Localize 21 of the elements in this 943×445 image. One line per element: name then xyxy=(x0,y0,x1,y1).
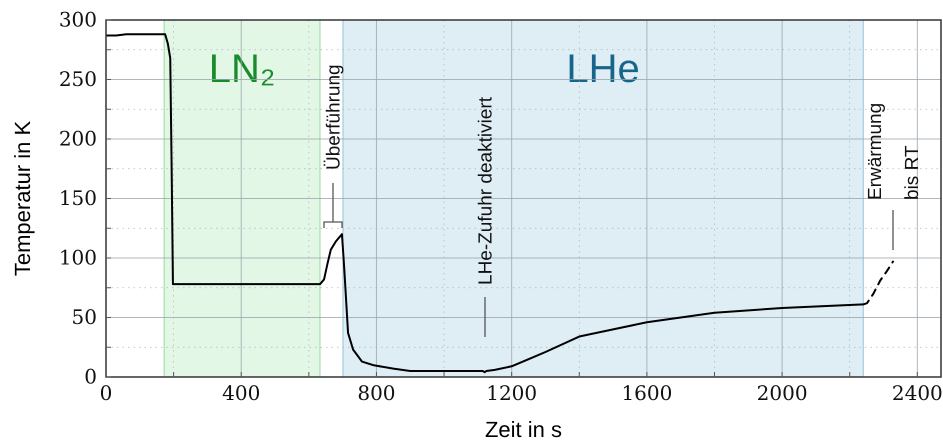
y-tick-label: 300 xyxy=(58,7,97,32)
x-tick-label: 1200 xyxy=(486,381,538,405)
annotation: Erwärmung bis RT xyxy=(865,102,923,200)
y-tick-label: 0 xyxy=(84,364,97,388)
x-tick-label: 1600 xyxy=(621,381,672,405)
x-tick-label: 800 xyxy=(357,381,396,405)
annotation: Überführung xyxy=(324,64,344,170)
band-label: LHe xyxy=(566,47,640,91)
x-tick-label: 2000 xyxy=(756,381,808,405)
y-tick-label: 200 xyxy=(58,126,97,150)
x-axis-title: Zeit in s xyxy=(484,417,562,442)
x-tick-label: 2400 xyxy=(892,381,943,405)
annotation: LHe-Zufuhr deaktiviert xyxy=(476,96,496,285)
y-axis-title: Temperatur in K xyxy=(10,120,35,276)
y-tick-label: 150 xyxy=(58,186,97,210)
y-tick-label: 50 xyxy=(72,304,97,329)
x-tick-label: 0 xyxy=(100,381,112,405)
y-tick-label: 250 xyxy=(58,66,97,91)
y-tick-label: 100 xyxy=(58,245,97,270)
x-tick-label: 400 xyxy=(222,381,260,405)
band-label: LN₂ xyxy=(208,47,276,91)
